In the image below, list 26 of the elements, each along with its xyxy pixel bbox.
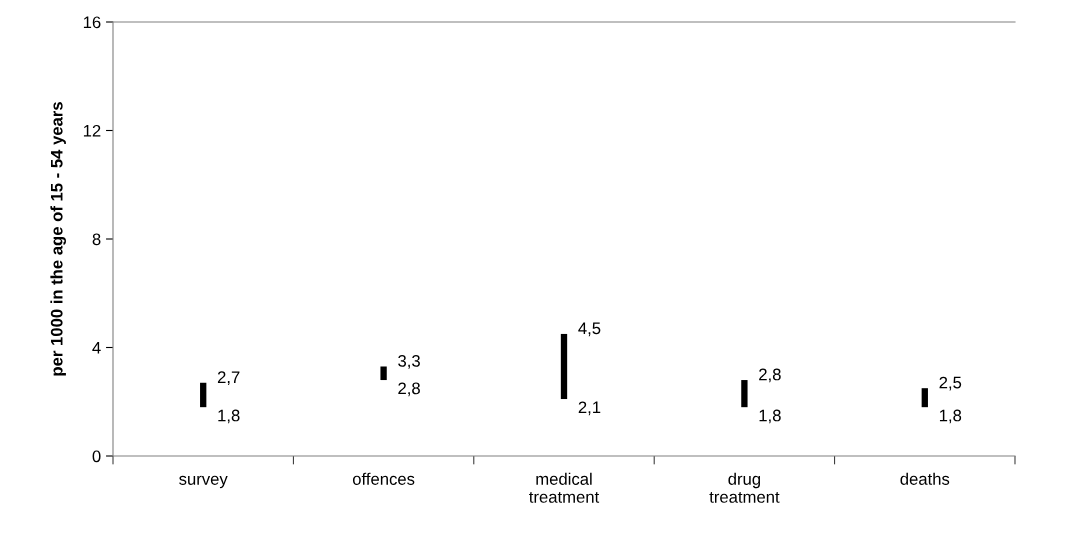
annotation: 4,5: [578, 322, 601, 337]
bar: [200, 382, 207, 408]
annotation: 2,5: [939, 376, 962, 391]
x-tick-label: deaths: [900, 472, 950, 485]
x-tick-label: offences: [352, 472, 415, 485]
y-tick-label: 4: [92, 342, 101, 354]
annotation: 2,7: [217, 371, 240, 386]
annotation: 2,8: [398, 382, 420, 397]
bar: [741, 380, 748, 408]
y-tick-label: 12: [83, 124, 101, 137]
x-tick-label: drug treatment: [709, 472, 780, 503]
annotation: 3,3: [398, 354, 420, 369]
annotation: 1,8: [759, 409, 781, 424]
x-tick-label: survey: [179, 475, 228, 489]
annotation: 1,8: [218, 409, 240, 424]
annotation: 2,8: [759, 368, 781, 383]
bar: [380, 366, 387, 381]
y-axis-title: per 1000 in the age of 15 - 54 years: [50, 102, 66, 376]
annotation: 2,1: [578, 401, 601, 416]
bar: [921, 388, 928, 408]
annotation: 1,8: [939, 409, 962, 424]
y-tick-label: 16: [83, 16, 101, 29]
y-tick-label: 0: [92, 450, 101, 463]
y-tick-label: 8: [92, 233, 101, 246]
x-tick-label: medical treatment: [529, 472, 600, 503]
bar: [560, 333, 568, 400]
